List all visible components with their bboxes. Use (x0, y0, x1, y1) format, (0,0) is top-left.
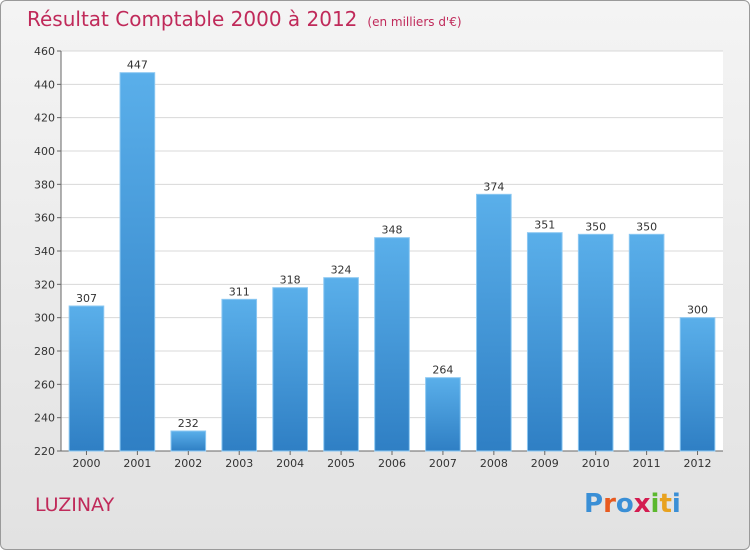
bar-2011 (628, 233, 665, 452)
x-tick-label-2001: 2001 (123, 457, 151, 470)
y-tick-label: 280 (34, 345, 55, 358)
proxiti-logo: Proxiti (584, 489, 681, 519)
chart-title: Résultat Comptable 2000 à 2012 (en millie… (27, 7, 462, 31)
bar-2004 (272, 287, 308, 452)
x-tick-label-2009: 2009 (531, 457, 559, 470)
bar-2007 (425, 377, 461, 452)
value-label-2007: 264 (432, 364, 453, 377)
value-label-2004: 318 (280, 274, 301, 287)
logo-letter: i (671, 489, 681, 519)
chart-title-text: Résultat Comptable 2000 à 2012 (27, 7, 358, 31)
bar-2012 (679, 317, 716, 452)
logo-letter: o (615, 489, 634, 519)
y-tick-label: 440 (34, 78, 55, 91)
y-tick-label: 240 (34, 412, 55, 425)
logo-letter: t (659, 489, 672, 519)
value-label-2002: 232 (178, 417, 199, 430)
bar-2009 (526, 232, 563, 452)
x-tick-label-2010: 2010 (582, 457, 610, 470)
value-label-2006: 348 (382, 224, 403, 237)
value-label-2011: 350 (636, 220, 657, 233)
value-label-2010: 350 (585, 220, 606, 233)
y-tick-label: 260 (34, 378, 55, 391)
chart-subtitle: (en milliers d'€) (367, 15, 462, 29)
bar-2005 (323, 277, 359, 452)
y-tick-label: 400 (34, 145, 55, 158)
logo-letter: P (584, 489, 604, 519)
y-tick-label: 220 (34, 445, 55, 458)
logo-letter: i (650, 489, 660, 519)
x-tick-label-2002: 2002 (174, 457, 202, 470)
value-label-2012: 300 (687, 304, 708, 317)
bar-2006 (374, 237, 410, 452)
y-tick-label: 360 (34, 212, 55, 225)
x-tick-label-2005: 2005 (327, 457, 355, 470)
bar-2003 (221, 298, 258, 452)
bar-2010 (577, 233, 614, 452)
y-tick-label: 300 (34, 312, 55, 325)
y-tick-label: 340 (34, 245, 55, 258)
value-label-2003: 311 (229, 285, 250, 298)
x-tick-label-2004: 2004 (276, 457, 304, 470)
logo-letter: r (603, 489, 616, 519)
y-tick-label: 380 (34, 178, 55, 191)
x-tick-label-2011: 2011 (633, 457, 661, 470)
x-tick-label-2003: 2003 (225, 457, 253, 470)
value-label-2008: 374 (483, 180, 504, 193)
x-tick-label-2006: 2006 (378, 457, 406, 470)
logo-letter: x (633, 489, 651, 519)
value-label-2000: 307 (76, 292, 97, 305)
x-tick-label-2000: 2000 (72, 457, 100, 470)
y-tick-label: 420 (34, 112, 55, 125)
x-tick-label-2012: 2012 (684, 457, 712, 470)
value-label-2001: 447 (127, 59, 148, 72)
value-label-2005: 324 (331, 264, 352, 277)
bar-2002 (170, 430, 207, 452)
y-tick-label: 460 (34, 45, 55, 58)
commune-name: LUZINAY (35, 494, 115, 516)
value-label-2009: 351 (534, 219, 555, 232)
bar-2008 (476, 193, 512, 452)
bar-2001 (119, 72, 156, 452)
x-tick-label-2008: 2008 (480, 457, 508, 470)
y-tick-label: 320 (34, 278, 55, 291)
x-tick-label-2007: 2007 (429, 457, 457, 470)
bar-2000 (68, 305, 105, 452)
